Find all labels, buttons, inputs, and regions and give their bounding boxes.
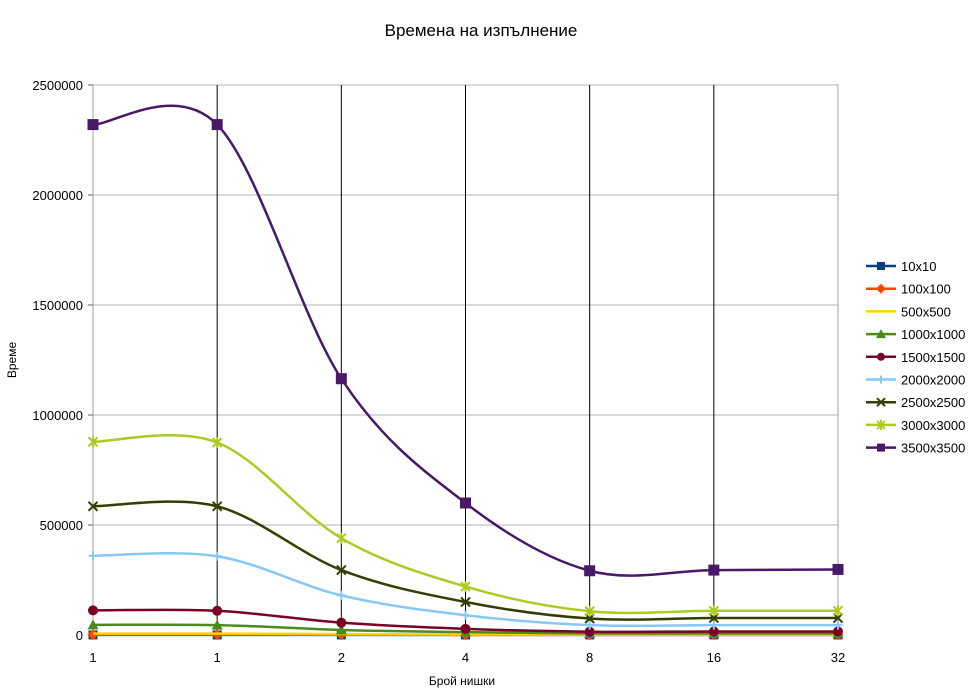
legend-marker xyxy=(877,262,885,270)
legend-item: 1000x1000 xyxy=(866,327,965,342)
legend-item: 10x10 xyxy=(866,259,936,274)
data-point xyxy=(87,501,99,512)
legend-label: 2000x2000 xyxy=(901,373,965,388)
x-tick-label: 16 xyxy=(707,650,721,665)
y-tick-label: 2000000 xyxy=(32,188,83,203)
data-point xyxy=(460,497,471,509)
data-point xyxy=(832,563,844,575)
data-point xyxy=(88,605,98,616)
data-point xyxy=(88,551,98,561)
legend: 10x10 100x100 500x500 1000x1000 1500x1500 200… xyxy=(866,259,965,456)
data-point xyxy=(460,596,471,608)
data-point xyxy=(833,620,843,630)
data-point xyxy=(87,436,99,448)
series-3500x3500 xyxy=(87,104,844,577)
data-point xyxy=(584,626,595,637)
legend-label: 10x10 xyxy=(901,259,936,274)
legend-label: 2500x2500 xyxy=(901,395,965,410)
data-point xyxy=(212,551,222,561)
y-tick-labels: 0 500000 1000000 1500000 2000000 2500000 xyxy=(32,78,83,643)
legend-label: 500x500 xyxy=(901,304,951,319)
data-point xyxy=(335,373,347,385)
legend-label: 100x100 xyxy=(901,282,951,297)
data-point xyxy=(336,590,346,600)
legend-item: 3000x3000 xyxy=(866,418,965,433)
data-point xyxy=(833,626,843,637)
data-point xyxy=(708,605,720,617)
data-point xyxy=(709,620,719,630)
series-1500x1500 xyxy=(88,605,843,637)
x-tick-label: 8 xyxy=(586,650,593,665)
data-point xyxy=(335,624,347,635)
data-point xyxy=(460,581,471,593)
series-3000x3000 xyxy=(87,433,844,617)
legend-marker xyxy=(876,419,886,430)
data-point xyxy=(211,501,223,512)
legend-marker xyxy=(877,352,885,361)
legend-item: 3500x3500 xyxy=(866,441,965,456)
legend-label: 3000x3000 xyxy=(901,418,965,433)
y-tick-label: 2500000 xyxy=(32,78,83,93)
legend-marker xyxy=(877,375,885,384)
legend-marker xyxy=(876,397,886,407)
legend-marker xyxy=(877,443,885,452)
data-point xyxy=(211,619,223,630)
x-gridlines xyxy=(92,85,839,640)
legend-label: 3500x3500 xyxy=(901,441,965,456)
legend-item: 500x500 xyxy=(866,304,951,319)
x-tick-label: 1 xyxy=(89,650,96,665)
legend-marker xyxy=(876,329,886,339)
legend-item: 100x100 xyxy=(866,282,951,297)
data-point xyxy=(87,119,99,131)
data-point xyxy=(708,564,720,576)
data-point xyxy=(585,620,595,630)
y-tick-label: 500000 xyxy=(40,518,83,533)
data-point xyxy=(461,610,470,620)
legend-label: 1500x1500 xyxy=(901,350,965,365)
y-tick-label: 0 xyxy=(76,628,83,643)
x-axis-label: Брой нишки xyxy=(429,674,495,688)
data-point xyxy=(832,605,844,617)
y-tick-label: 1500000 xyxy=(32,298,83,313)
legend-item: 1500x1500 xyxy=(866,350,965,365)
data-point xyxy=(336,617,347,628)
data-point xyxy=(708,626,719,637)
chart-title: Времена на изпълнение xyxy=(385,21,578,40)
data-point xyxy=(460,623,471,634)
series-2000x2000 xyxy=(88,551,843,630)
legend-item: 2000x2000 xyxy=(866,373,965,388)
data-point xyxy=(212,605,223,616)
data-point xyxy=(211,437,223,448)
x-tick-label: 1 xyxy=(214,650,221,665)
x-tick-label: 32 xyxy=(831,650,845,665)
legend-item: 2500x2500 xyxy=(866,395,965,410)
legend-marker xyxy=(876,283,886,294)
data-point xyxy=(584,565,596,577)
y-tick-label: 1000000 xyxy=(32,408,83,423)
data-point xyxy=(211,119,223,131)
legend-label: 1000x1000 xyxy=(901,327,965,342)
data-point xyxy=(87,619,99,630)
x-tick-label: 4 xyxy=(462,650,469,665)
x-tick-label: 2 xyxy=(338,650,345,665)
data-point xyxy=(87,629,99,641)
y-axis-label: Време xyxy=(5,342,19,379)
data-point xyxy=(336,564,347,576)
data-point xyxy=(584,605,595,617)
series-layer xyxy=(87,104,844,641)
data-point xyxy=(336,532,347,544)
x-tick-labels: 1 1 2 4 8 16 32 xyxy=(89,650,845,665)
